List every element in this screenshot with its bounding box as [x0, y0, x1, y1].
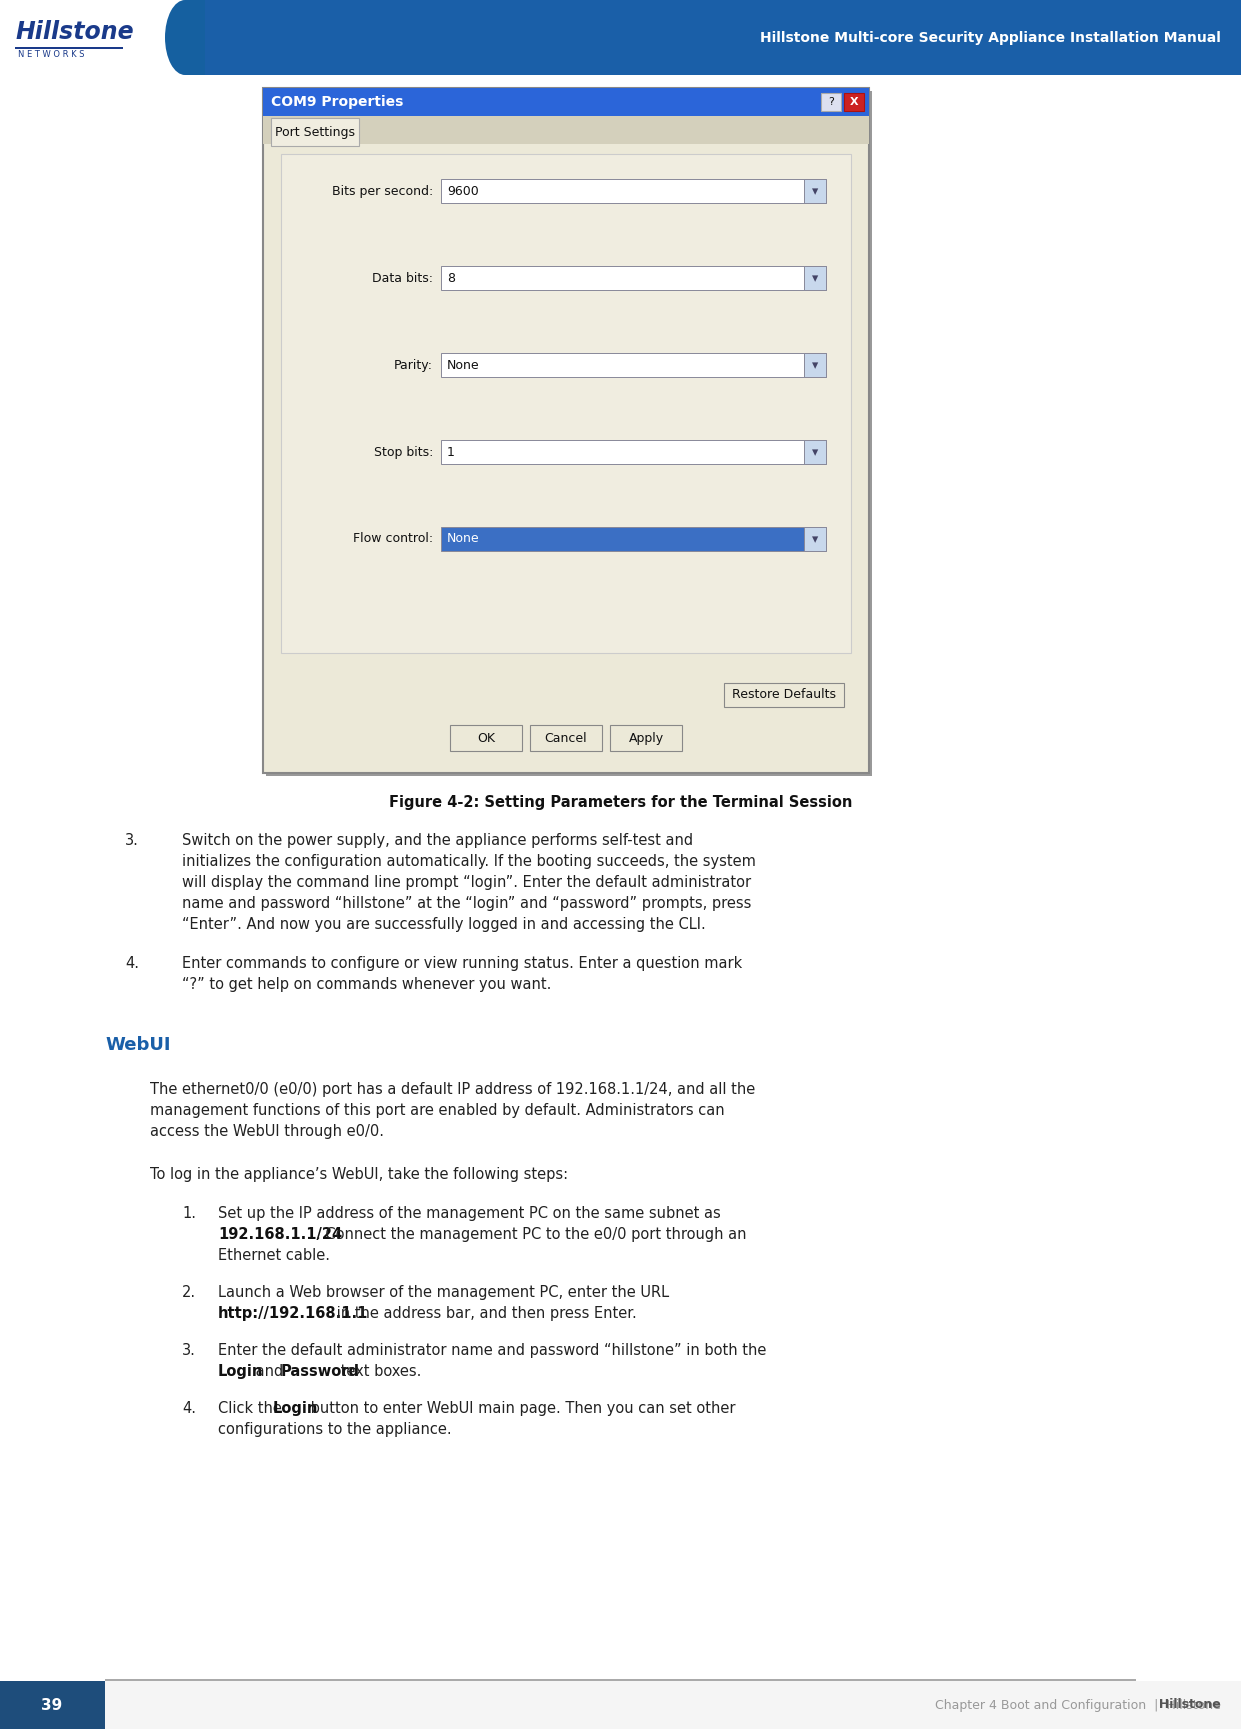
- Bar: [530, 724, 602, 750]
- Text: 9600: 9600: [447, 185, 479, 197]
- Text: Login: Login: [218, 1364, 263, 1380]
- Text: Port Settings: Port Settings: [276, 126, 355, 138]
- Bar: [450, 724, 522, 750]
- Bar: [266, 92, 872, 776]
- Text: 192.168.1.1/24: 192.168.1.1/24: [218, 1228, 343, 1241]
- Text: . Connect the management PC to the e0/0 port through an: . Connect the management PC to the e0/0 …: [316, 1228, 747, 1241]
- Text: “Enter”. And now you are successfully logged in and accessing the CLI.: “Enter”. And now you are successfully lo…: [182, 916, 706, 932]
- Text: in the address bar, and then press Enter.: in the address bar, and then press Enter…: [333, 1305, 637, 1321]
- Text: Enter the default administrator name and password “hillstone” in both the: Enter the default administrator name and…: [218, 1343, 767, 1357]
- Bar: [804, 180, 827, 202]
- Text: ▾: ▾: [812, 273, 818, 285]
- Bar: [804, 353, 827, 377]
- Text: Parity:: Parity:: [393, 358, 433, 372]
- Text: and: and: [251, 1364, 288, 1380]
- Bar: [185, 0, 205, 74]
- Bar: [441, 353, 827, 377]
- Text: None: None: [447, 358, 479, 372]
- Text: 39: 39: [41, 1698, 62, 1712]
- Bar: [441, 439, 827, 463]
- Text: COM9 Properties: COM9 Properties: [271, 95, 403, 109]
- Text: button to enter WebUI main page. Then you can set other: button to enter WebUI main page. Then yo…: [307, 1400, 736, 1416]
- Text: 2.: 2.: [182, 1285, 196, 1300]
- Text: Launch a Web browser of the management PC, enter the URL: Launch a Web browser of the management P…: [218, 1285, 669, 1300]
- Text: Password: Password: [280, 1364, 360, 1380]
- Text: N E T W O R K S: N E T W O R K S: [19, 50, 84, 59]
- Bar: [804, 439, 827, 463]
- Text: ?: ?: [828, 97, 834, 107]
- Text: Data bits:: Data bits:: [372, 271, 433, 285]
- Text: 1.: 1.: [182, 1207, 196, 1221]
- Text: 1: 1: [447, 446, 455, 458]
- Bar: [822, 93, 841, 111]
- Text: WebUI: WebUI: [105, 1036, 170, 1055]
- Bar: [724, 683, 844, 707]
- Bar: [105, 1681, 1241, 1729]
- Text: Enter commands to configure or view running status. Enter a question mark: Enter commands to configure or view runn…: [182, 956, 742, 972]
- Text: Apply: Apply: [628, 731, 664, 745]
- Text: “?” to get help on commands whenever you want.: “?” to get help on commands whenever you…: [182, 977, 551, 992]
- Bar: [611, 724, 683, 750]
- Text: ▾: ▾: [812, 534, 818, 546]
- Text: Ethernet cable.: Ethernet cable.: [218, 1248, 330, 1262]
- Bar: [804, 266, 827, 290]
- Text: Figure 4-2: Setting Parameters for the Terminal Session: Figure 4-2: Setting Parameters for the T…: [388, 795, 853, 809]
- Ellipse shape: [165, 0, 205, 74]
- Text: access the WebUI through e0/0.: access the WebUI through e0/0.: [150, 1124, 383, 1139]
- Text: Hillstone: Hillstone: [927, 1698, 1221, 1712]
- Text: X: X: [850, 97, 859, 107]
- Bar: [180, 0, 1241, 74]
- Text: text boxes.: text boxes.: [336, 1364, 422, 1380]
- Bar: [263, 116, 869, 144]
- Text: configurations to the appliance.: configurations to the appliance.: [218, 1421, 452, 1437]
- Text: management functions of this port are enabled by default. Administrators can: management functions of this port are en…: [150, 1103, 725, 1119]
- Bar: [441, 180, 827, 202]
- Text: Chapter 4 Boot and Configuration  |  Hillstone: Chapter 4 Boot and Configuration | Hills…: [936, 1698, 1221, 1712]
- Text: 4.: 4.: [182, 1400, 196, 1416]
- Text: OK: OK: [477, 731, 495, 745]
- Bar: [280, 154, 851, 654]
- Text: Stop bits:: Stop bits:: [374, 446, 433, 458]
- Text: Click the: Click the: [218, 1400, 287, 1416]
- Text: 3.: 3.: [125, 833, 139, 847]
- Text: Switch on the power supply, and the appliance performs self-test and: Switch on the power supply, and the appl…: [182, 833, 694, 847]
- Text: Set up the IP address of the management PC on the same subnet as: Set up the IP address of the management …: [218, 1207, 721, 1221]
- Text: ▾: ▾: [812, 446, 818, 460]
- Bar: [0, 1681, 105, 1729]
- Text: None: None: [447, 533, 479, 546]
- Bar: [804, 527, 827, 552]
- Bar: [271, 118, 359, 145]
- Bar: [263, 88, 869, 116]
- Text: will display the command line prompt “login”. Enter the default administrator: will display the command line prompt “lo…: [182, 875, 751, 890]
- Bar: [441, 527, 827, 552]
- Text: Restore Defaults: Restore Defaults: [732, 688, 836, 702]
- Text: 8: 8: [447, 271, 455, 285]
- Text: Login: Login: [273, 1400, 319, 1416]
- Text: 3.: 3.: [182, 1343, 196, 1357]
- Text: Hillstone: Hillstone: [15, 21, 134, 43]
- Text: initializes the configuration automatically. If the booting succeeds, the system: initializes the configuration automatica…: [182, 854, 756, 870]
- Text: ▾: ▾: [812, 360, 818, 372]
- Text: Flow control:: Flow control:: [352, 533, 433, 546]
- Text: 4.: 4.: [125, 956, 139, 972]
- Text: http://192.168.1.1: http://192.168.1.1: [218, 1305, 369, 1321]
- Text: ▾: ▾: [812, 185, 818, 199]
- Bar: [263, 88, 869, 773]
- Text: Cancel: Cancel: [545, 731, 587, 745]
- Text: name and password “hillstone” at the “login” and “password” prompts, press: name and password “hillstone” at the “lo…: [182, 896, 751, 911]
- Bar: [0, 0, 200, 74]
- Bar: [844, 93, 864, 111]
- Text: Bits per second:: Bits per second:: [331, 185, 433, 197]
- Bar: [441, 266, 827, 290]
- Text: To log in the appliance’s WebUI, take the following steps:: To log in the appliance’s WebUI, take th…: [150, 1167, 568, 1183]
- Text: The ethernet0/0 (e0/0) port has a default IP address of 192.168.1.1/24, and all : The ethernet0/0 (e0/0) port has a defaul…: [150, 1082, 756, 1096]
- Text: Hillstone Multi-core Security Appliance Installation Manual: Hillstone Multi-core Security Appliance …: [761, 31, 1221, 45]
